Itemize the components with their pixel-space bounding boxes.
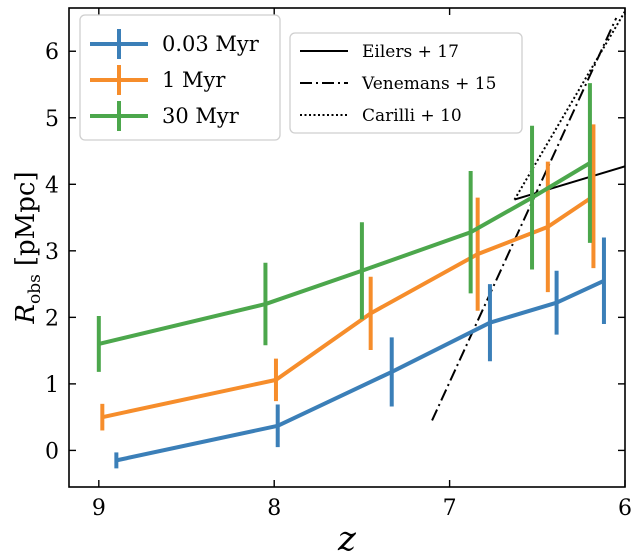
legend-label: 1 Myr	[162, 68, 226, 92]
legend-label: 0.03 Myr	[162, 32, 260, 56]
x-tick-label: 9	[92, 496, 106, 521]
data-point	[114, 458, 118, 462]
y-tick-label: 4	[45, 173, 59, 198]
legend-label: Carilli + 10	[362, 106, 462, 126]
y-tick-label: 6	[45, 40, 59, 65]
data-point	[97, 342, 101, 346]
data-point	[555, 301, 559, 305]
legend-label: Eilers + 17	[362, 42, 459, 62]
legend-box	[79, 14, 281, 141]
reference-line	[431, 17, 618, 421]
data-point	[276, 424, 280, 428]
x-tick-label: 7	[443, 496, 457, 521]
data-point	[369, 311, 373, 315]
data-point	[546, 225, 550, 229]
x-tick-label: 8	[267, 496, 281, 521]
y-tick-label: 0	[45, 439, 59, 464]
x-tick-label: 6	[618, 496, 631, 521]
data-point	[602, 279, 606, 283]
data-point	[591, 194, 595, 198]
y-tick-label: 2	[45, 306, 59, 331]
data-point	[530, 196, 534, 200]
data-point	[100, 415, 104, 419]
plot-area	[96, 10, 625, 469]
axis-ticks: 9 8 7 6 0 1 2 3 4 5 6	[45, 8, 631, 521]
y-title-main: R	[11, 304, 41, 325]
data-point	[360, 269, 364, 273]
y-title-unit: [pMpc]	[11, 171, 41, 266]
series-line	[115, 278, 605, 463]
y-tick-label: 1	[45, 373, 59, 398]
data-point	[469, 230, 473, 234]
legend-series: 0.03 Myr 1 Myr 30 Myr	[79, 14, 281, 141]
data-point	[488, 321, 492, 325]
x-axis-title: z	[337, 519, 357, 556]
y-axis-title: Robs [pMpc]	[11, 171, 45, 324]
legend-references: Eilers + 17 Venemans + 15 Carilli + 10	[289, 32, 523, 134]
data-point	[274, 378, 278, 382]
series-line	[98, 161, 591, 346]
y-axis-title-text: Robs [pMpc]	[11, 171, 45, 324]
series-line	[101, 194, 595, 420]
data-point	[588, 161, 592, 165]
data-point	[390, 370, 394, 374]
plot-frame	[68, 7, 626, 488]
data-point	[476, 252, 480, 256]
data-point	[263, 302, 267, 306]
legend-label: Venemans + 15	[361, 74, 496, 94]
legend-box	[289, 32, 523, 134]
y-tick-label: 3	[45, 240, 59, 265]
legend-label: 30 Myr	[162, 104, 240, 128]
y-tick-label: 5	[45, 107, 59, 132]
y-title-sub: obs	[25, 274, 45, 304]
